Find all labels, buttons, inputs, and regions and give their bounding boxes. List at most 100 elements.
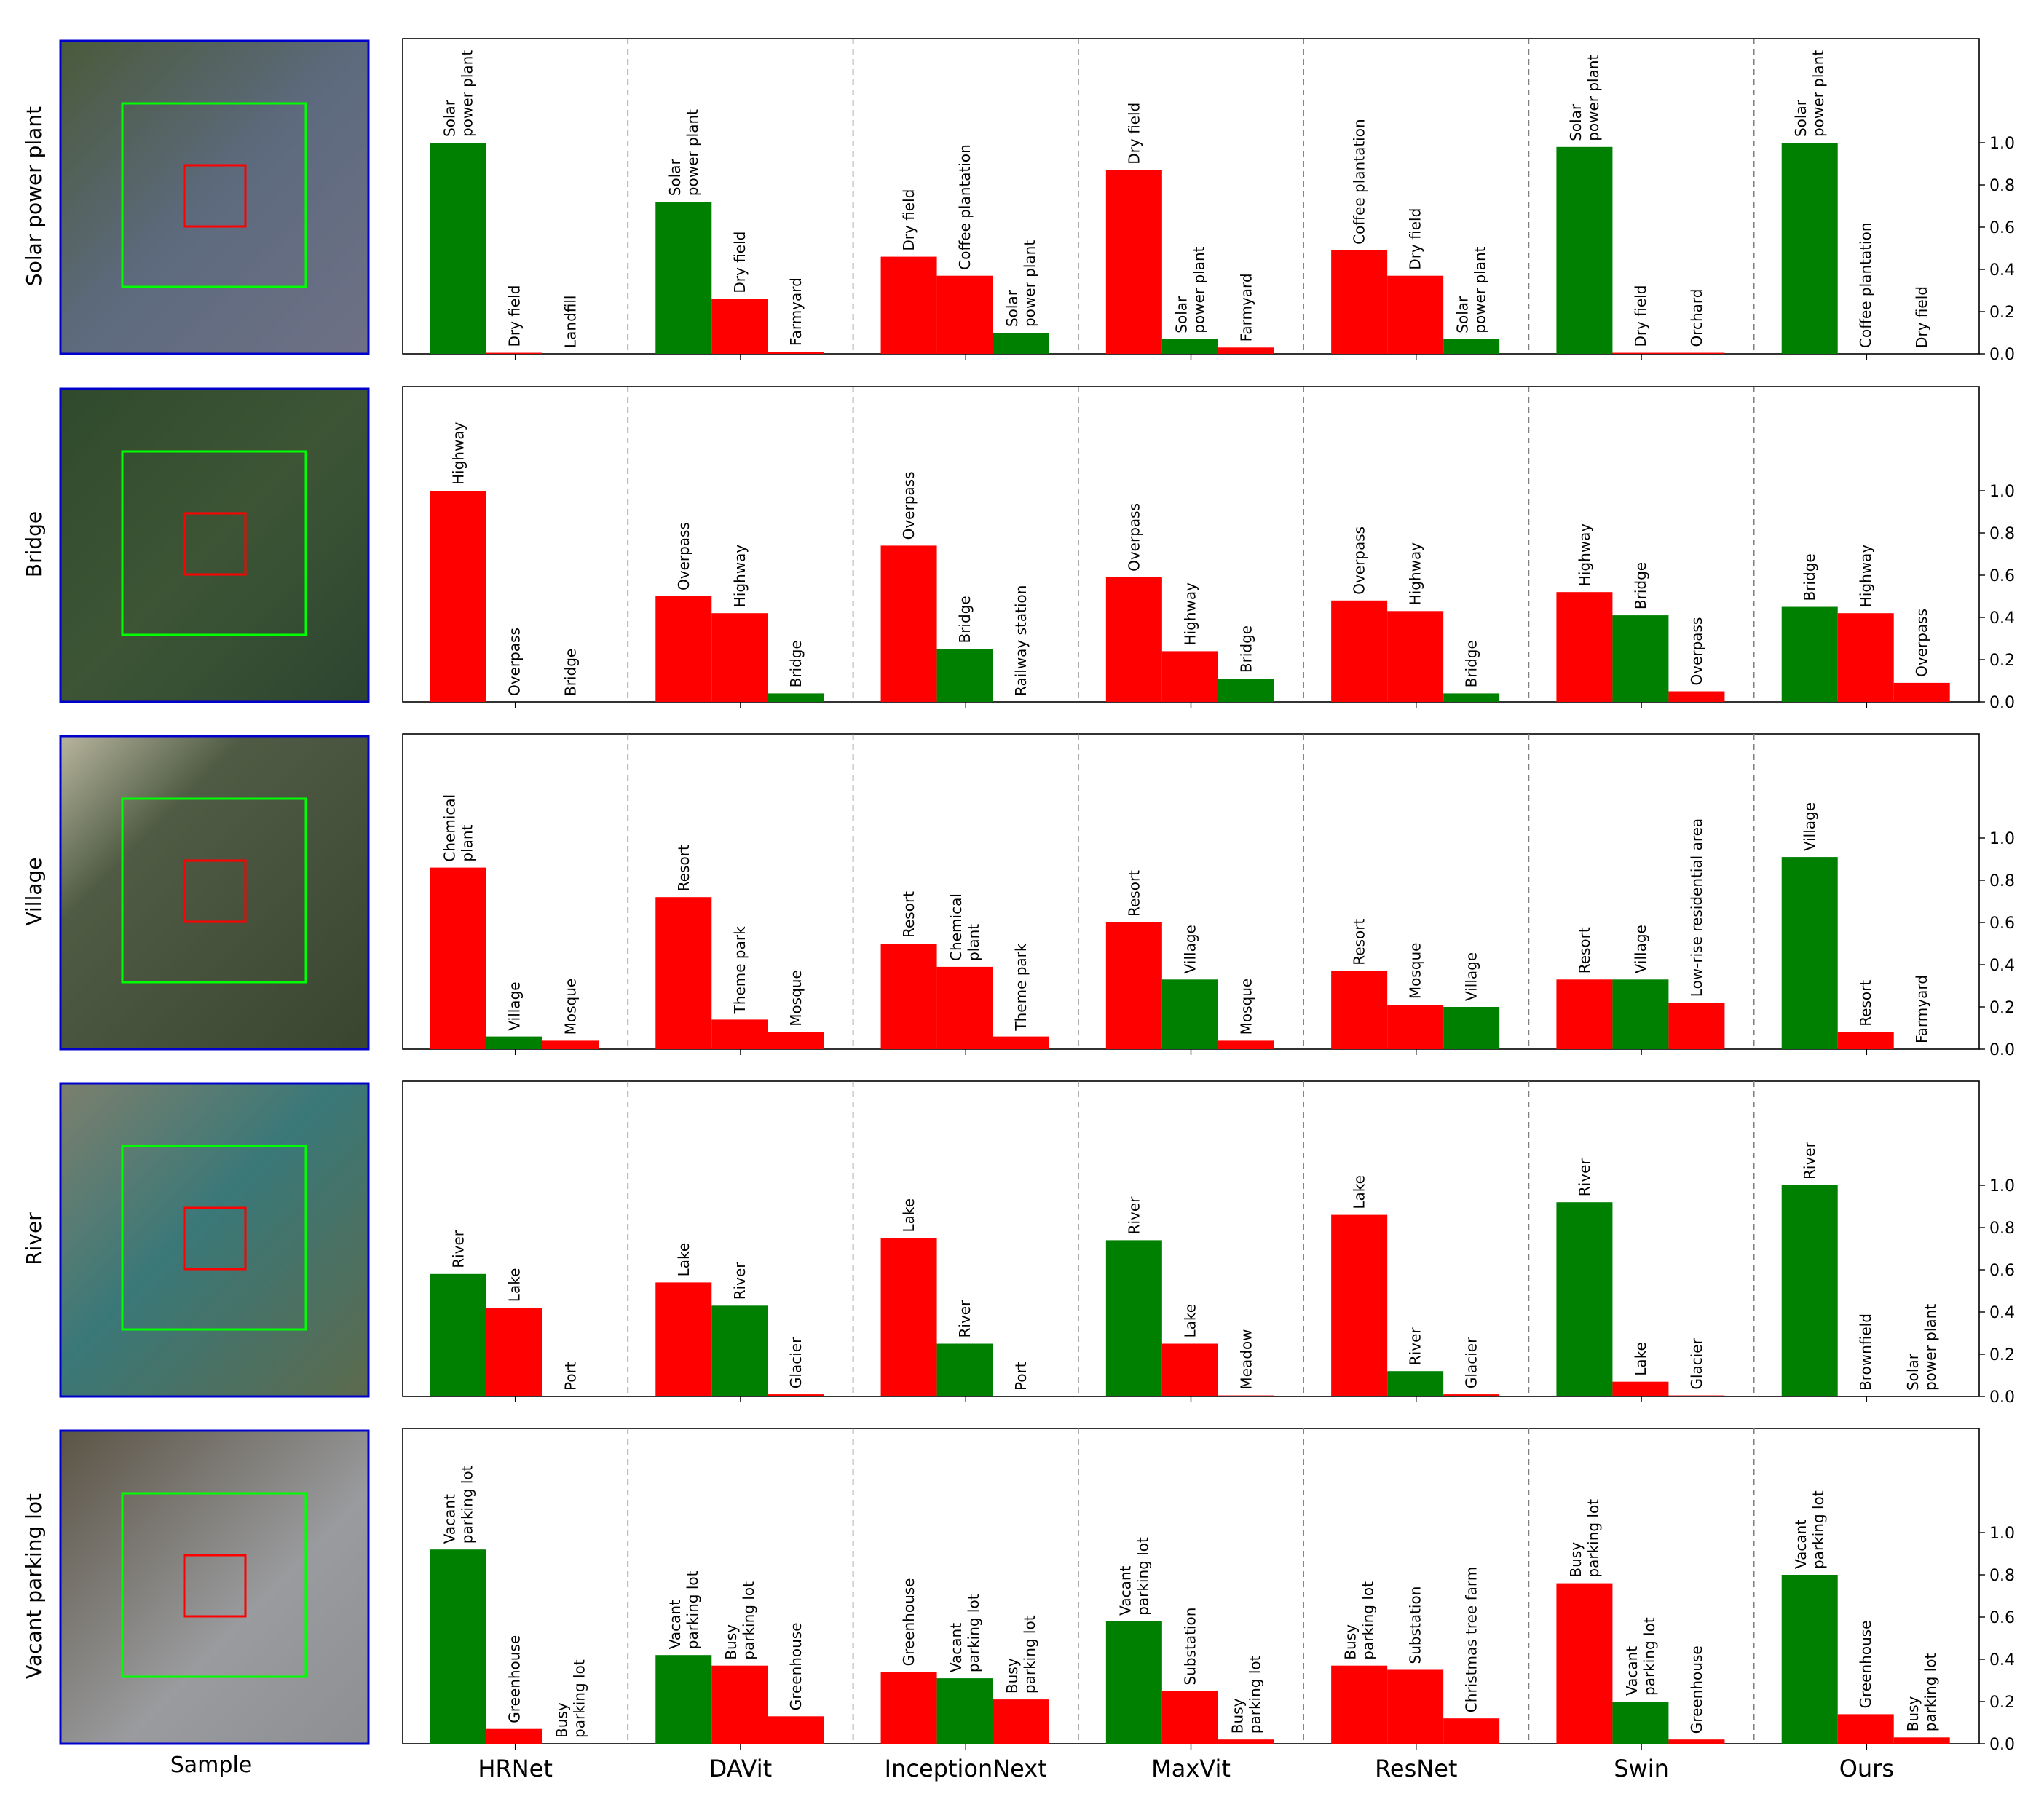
bar — [880, 944, 937, 1049]
bar — [486, 352, 542, 354]
bar-label: Overpass — [1351, 526, 1368, 595]
bar — [1556, 592, 1613, 702]
bar-label: Village — [506, 981, 524, 1030]
bar-label: Overpass — [506, 628, 524, 696]
bar — [1161, 1691, 1218, 1744]
figure-row: Village 0.0 0.2 0.4 0.6 0.8 1.0 Chemicalplant Vi… — [22, 733, 2015, 1059]
model-panel: Overpass Highway Bridge — [1105, 503, 1274, 708]
bar-label: Greenhouse — [506, 1635, 524, 1723]
y-tick-label: 0.6 — [1989, 914, 2015, 933]
bar — [1105, 577, 1162, 702]
sample-image — [59, 1429, 370, 1745]
y-tick-label: 0.0 — [1989, 1388, 2015, 1407]
bar-label: Village — [1463, 952, 1480, 1001]
bar-label: River — [1801, 1141, 1818, 1179]
bar-label: Vacantparking lot — [1792, 1490, 1827, 1569]
model-panel: Solarpower plant Dry field Farmyard — [655, 109, 824, 360]
y-tick-label: 1.0 — [1989, 1525, 2015, 1543]
bar-label: Resort — [900, 891, 918, 938]
bar — [1668, 352, 1725, 354]
model-axis-labels: Sample HRNet DAVit InceptionNext MaxVit ResNe… — [170, 1752, 1894, 1782]
bar — [655, 1282, 712, 1396]
bar — [1781, 857, 1838, 1049]
bar — [1443, 1007, 1500, 1049]
bar-label: Busyparking lot — [1342, 1581, 1377, 1660]
bar-label: Farmyard — [1237, 273, 1255, 341]
model-panel: River Brownfield Solarpower plant — [1781, 1141, 1939, 1402]
bar-label: Bridge — [1237, 625, 1255, 673]
bar-label: Solarpower plant — [666, 109, 701, 196]
bar-label: Busyparking lot — [722, 1581, 757, 1660]
bar-label: Lake — [675, 1243, 692, 1277]
y-tick-label: 0.4 — [1989, 609, 2015, 628]
bar — [1443, 693, 1500, 702]
y-tick-label: 0.6 — [1989, 1609, 2015, 1627]
model-panel: Vacantparking lot Greenhouse Busyparking l… — [430, 1465, 588, 1750]
bar — [1668, 1003, 1725, 1049]
bar — [1612, 615, 1669, 702]
bar — [1161, 339, 1218, 354]
bar-label: Busyparking lot — [1228, 1655, 1263, 1734]
y-tick-label: 0.4 — [1989, 1651, 2015, 1669]
model-panel: Resort Chemicalplant Theme park — [880, 891, 1049, 1055]
bar-label: Greenhouse — [1857, 1621, 1874, 1709]
model-panel: Bridge Highway Overpass — [1781, 545, 1950, 708]
bar-label: Coffee plantation — [1351, 119, 1368, 245]
model-panel: Busyparking lot Substation Christmas tree … — [1331, 1567, 1500, 1750]
sample-image — [59, 1082, 370, 1398]
bar-label: Solarpower plant — [441, 50, 476, 137]
bar — [711, 299, 768, 354]
bar-label: Low-rise residential area — [1688, 818, 1705, 997]
sample-image-frame — [59, 1429, 370, 1745]
bar — [1218, 1040, 1274, 1049]
model-label: DAVit — [709, 1755, 773, 1782]
y-tick-label: 1.0 — [1989, 830, 2015, 848]
model-panel: Greenhouse Vacantparking lot Busyparking l… — [880, 1578, 1049, 1750]
bar — [936, 275, 993, 354]
bar-label: Dry field — [731, 232, 749, 293]
target-box — [183, 1554, 247, 1618]
bar — [768, 693, 824, 702]
bar — [1556, 146, 1613, 355]
bar — [711, 1019, 768, 1049]
bar-label: Village — [1801, 802, 1818, 851]
bar-label: Resort — [1125, 870, 1143, 917]
bar-label: Village — [1181, 925, 1199, 973]
bar-label: Farmyard — [787, 277, 805, 346]
model-panel: Dry field Coffee plantation Solarpower pla… — [880, 144, 1049, 360]
bar — [1218, 347, 1274, 354]
sample-image — [59, 387, 370, 703]
bar-label: Highway — [450, 422, 467, 485]
bar-label: Busyparking lot — [1904, 1653, 1939, 1731]
bar — [1837, 613, 1894, 702]
bar — [1218, 1739, 1274, 1744]
bar-label: Railway station — [1012, 585, 1030, 696]
bar-label: Glacier — [1463, 1337, 1480, 1388]
figure-rows: Solar power plant 0.0 0.2 0.4 0.6 0.8 1.0 Solar… — [22, 38, 2015, 1754]
bar — [768, 1032, 824, 1049]
model-panel: Overpass Bridge Railway station — [880, 471, 1030, 708]
bar-label: Bridge — [787, 640, 805, 687]
bar — [768, 352, 824, 354]
model-panel: Solarpower plant Dry field Landfill — [430, 50, 580, 360]
bar-label: Glacier — [1688, 1337, 1705, 1389]
bar — [1218, 679, 1274, 702]
model-panel: Overpass Highway Bridge — [655, 522, 824, 708]
bar — [768, 1716, 824, 1744]
bar — [1668, 691, 1725, 702]
bar-label: Solarpower plant — [1904, 1304, 1939, 1391]
y-tick-label: 1.0 — [1989, 1177, 2015, 1196]
bar-label: Farmyard — [1913, 975, 1930, 1043]
sample-image-frame — [59, 387, 370, 703]
model-panel: Solarpower plant Dry field Orchard — [1556, 54, 1725, 360]
bar — [936, 1343, 993, 1396]
bar-label: River — [1576, 1158, 1593, 1197]
model-label: Swin — [1614, 1755, 1669, 1782]
y-tick-label: 1.0 — [1989, 135, 2015, 153]
row-label: Village — [22, 857, 46, 925]
sample-image — [59, 39, 370, 355]
y-tick-label: 0.6 — [1989, 567, 2015, 585]
model-panel: Overpass Highway Bridge — [1331, 526, 1500, 708]
bar-label: Solarpower plant — [1172, 246, 1207, 333]
